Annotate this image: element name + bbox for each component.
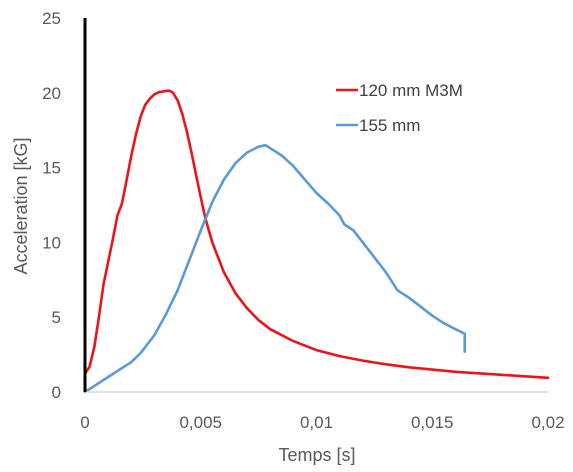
x-tick-label: 0,01 [300, 413, 333, 432]
y-tick-label: 10 [42, 233, 61, 252]
series-line-0 [83, 89, 550, 380]
y-tick-label: 0 [52, 383, 61, 402]
series-line-1 [83, 143, 466, 394]
legend: 120 mm M3M 155 mm [336, 81, 463, 135]
y-tick-label: 20 [42, 84, 61, 103]
series-lines [83, 89, 550, 394]
y-axis-title: Acceleration [kG] [11, 137, 31, 274]
y-tick-label: 25 [42, 9, 61, 28]
x-tick-label: 0,005 [179, 413, 222, 432]
x-axis-title: Temps [s] [278, 445, 355, 465]
axes [83, 18, 548, 393]
x-tick-label: 0 [80, 413, 89, 432]
y-tick-label: 5 [52, 308, 61, 327]
tick-labels: 0 5 10 15 20 25 0 0,005 0,01 0,015 0,02 [42, 9, 564, 432]
legend-label: 120 mm M3M [359, 81, 463, 100]
y-tick-label: 15 [42, 159, 61, 178]
x-tick-label: 0,02 [531, 413, 564, 432]
x-tick-label: 0,015 [411, 413, 454, 432]
legend-label: 155 mm [359, 116, 420, 135]
